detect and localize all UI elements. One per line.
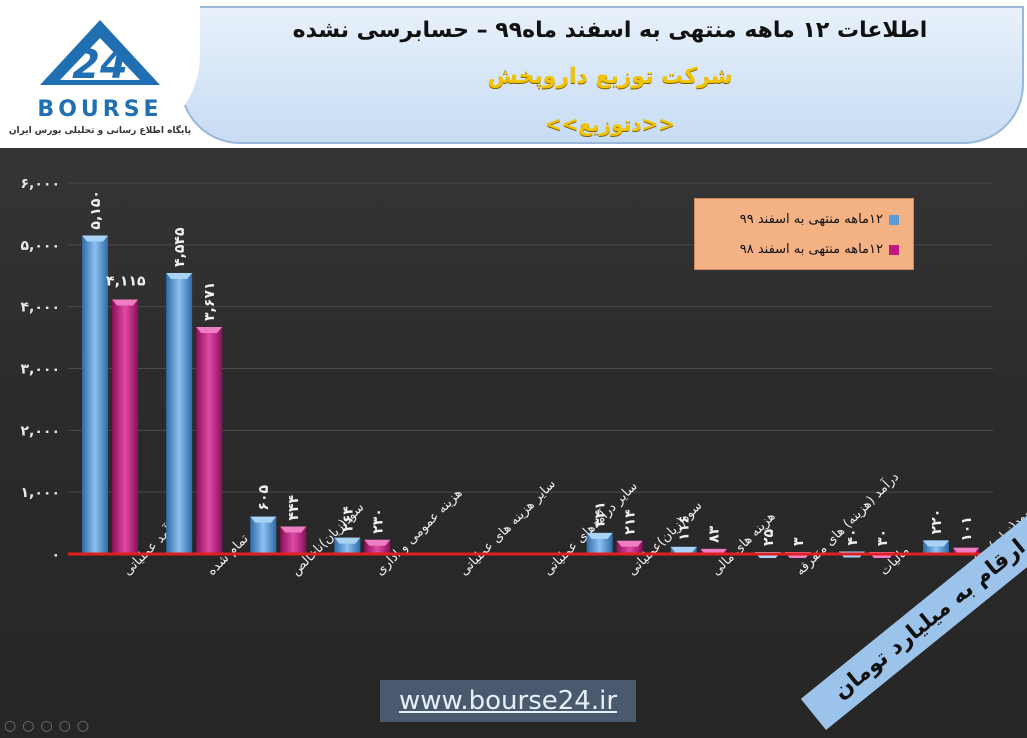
header: 24 BOURSE پایگاه اطلاع رسانی و تحلیلی بو… <box>0 0 1027 148</box>
zoom-icon[interactable]: ○ <box>58 718 77 734</box>
page-title: اطلاعات ۱۲ ماهه منتهی به اسفند ماه۹۹ – ح… <box>292 18 928 43</box>
logo-name: BOURSE <box>37 97 162 122</box>
data-label: ۴,۱۱۵ <box>106 274 146 290</box>
legend-label-series2: ۱۲ماهه منتهی به اسفند ۹۸ <box>739 242 883 257</box>
data-label: ۳۰ <box>875 529 891 546</box>
data-label: ۲۶۴ <box>340 506 356 532</box>
bar-series1 <box>82 235 109 554</box>
data-label: ۴۰ <box>845 528 861 545</box>
grid-icon[interactable]: ○ <box>40 718 59 734</box>
bar-cap <box>280 526 307 533</box>
data-label: ۱۱۶ <box>677 515 693 541</box>
website-url[interactable]: www.bourse24.ir <box>380 680 636 722</box>
bar-cap <box>196 327 223 334</box>
data-label: ۲۱۴ <box>623 509 639 535</box>
data-label: ۶۰۵ <box>256 485 272 511</box>
chart-legend: ۱۲ماهه منتهی به اسفند ۹۹ ۱۲ماهه منتهی به… <box>694 198 914 270</box>
data-label: ۳,۶۷۱ <box>202 282 218 322</box>
bar-cap <box>364 539 391 546</box>
edit-icon[interactable]: ○ <box>22 718 41 734</box>
legend-swatch-series1 <box>889 214 899 225</box>
bar-cap <box>952 547 979 554</box>
y-tick-label: ۴,۰۰۰ <box>21 300 61 316</box>
bar-cap <box>166 272 193 279</box>
logo-number: 24 <box>72 42 128 88</box>
y-tick-label: ۰ <box>51 547 60 563</box>
y-tick-label: ۵,۰۰۰ <box>21 238 61 254</box>
bourse24-logo: 24 BOURSE پایگاه اطلاع رسانی و تحلیلی بو… <box>0 0 200 145</box>
x-tick-label: هزینه عمومی و اداری <box>373 486 466 579</box>
bar-cap <box>334 537 361 544</box>
bar-cap <box>670 546 697 553</box>
bar-cap <box>586 532 613 539</box>
header-banner <box>180 6 1024 144</box>
y-tick-label: ۶,۰۰۰ <box>21 176 61 192</box>
data-label: ۲۵ <box>761 528 777 546</box>
bar-cap <box>82 235 109 242</box>
viewer-toolbar: ○○○○○ <box>4 718 95 734</box>
legend-swatch-series2 <box>889 244 899 255</box>
legend-item-series2: ۱۲ماهه منتهی به اسفند ۹۸ <box>740 239 899 261</box>
data-label: ۲۲۰ <box>929 509 945 535</box>
data-label: ۳ <box>791 537 807 546</box>
bar-series2 <box>112 299 139 554</box>
x-tick-label: مالیات <box>877 543 912 578</box>
bar-cap <box>616 540 643 547</box>
y-tick-label: ۲,۰۰۰ <box>21 423 61 439</box>
bar-series1 <box>166 272 193 554</box>
data-label: ۸۳ <box>707 525 723 543</box>
y-tick-label: ۳,۰۰۰ <box>21 362 61 378</box>
data-label: ۴۴۴ <box>286 494 302 520</box>
more-icon[interactable]: ○ <box>76 718 96 734</box>
logo-tagline: پایگاه اطلاع رسانی و تحلیلی بورس ایران <box>9 124 191 136</box>
bar-cap <box>112 299 139 306</box>
ticker-symbol: <<دتوزیع>> <box>544 112 676 136</box>
bar-cap <box>922 540 949 547</box>
bar-series2 <box>196 327 223 554</box>
bar-chart: ۰ ۱,۰۰۰ ۲,۰۰۰ ۳,۰۰۰ ۴,۰۰۰ ۵,۰۰۰ ۶,۰۰۰ ۵,۱۵۰ ۴,۱۱… <box>21 176 1027 579</box>
bar-cap <box>250 516 277 523</box>
data-label: ۴,۵۴۵ <box>172 227 188 267</box>
company-name: شرکت توزیع داروپخش <box>487 64 733 89</box>
logo-mark-icon: 24 BOURSE پایگاه اطلاع رسانی و تحلیلی بو… <box>9 20 191 136</box>
data-label: ۱۰۱ <box>959 516 975 542</box>
legend-item-series1: ۱۲ماهه منتهی به اسفند ۹۹ <box>740 209 899 231</box>
data-label: ۵,۱۵۰ <box>88 190 104 230</box>
data-label: ۲۳۰ <box>370 508 386 534</box>
y-tick-label: ۱,۰۰۰ <box>21 485 61 501</box>
play-icon[interactable]: ○ <box>4 718 23 734</box>
bar-series1 <box>250 516 277 554</box>
legend-label-series1: ۱۲ماهه منتهی به اسفند ۹۹ <box>739 212 883 227</box>
data-label: ۳۴۱ <box>593 501 609 527</box>
